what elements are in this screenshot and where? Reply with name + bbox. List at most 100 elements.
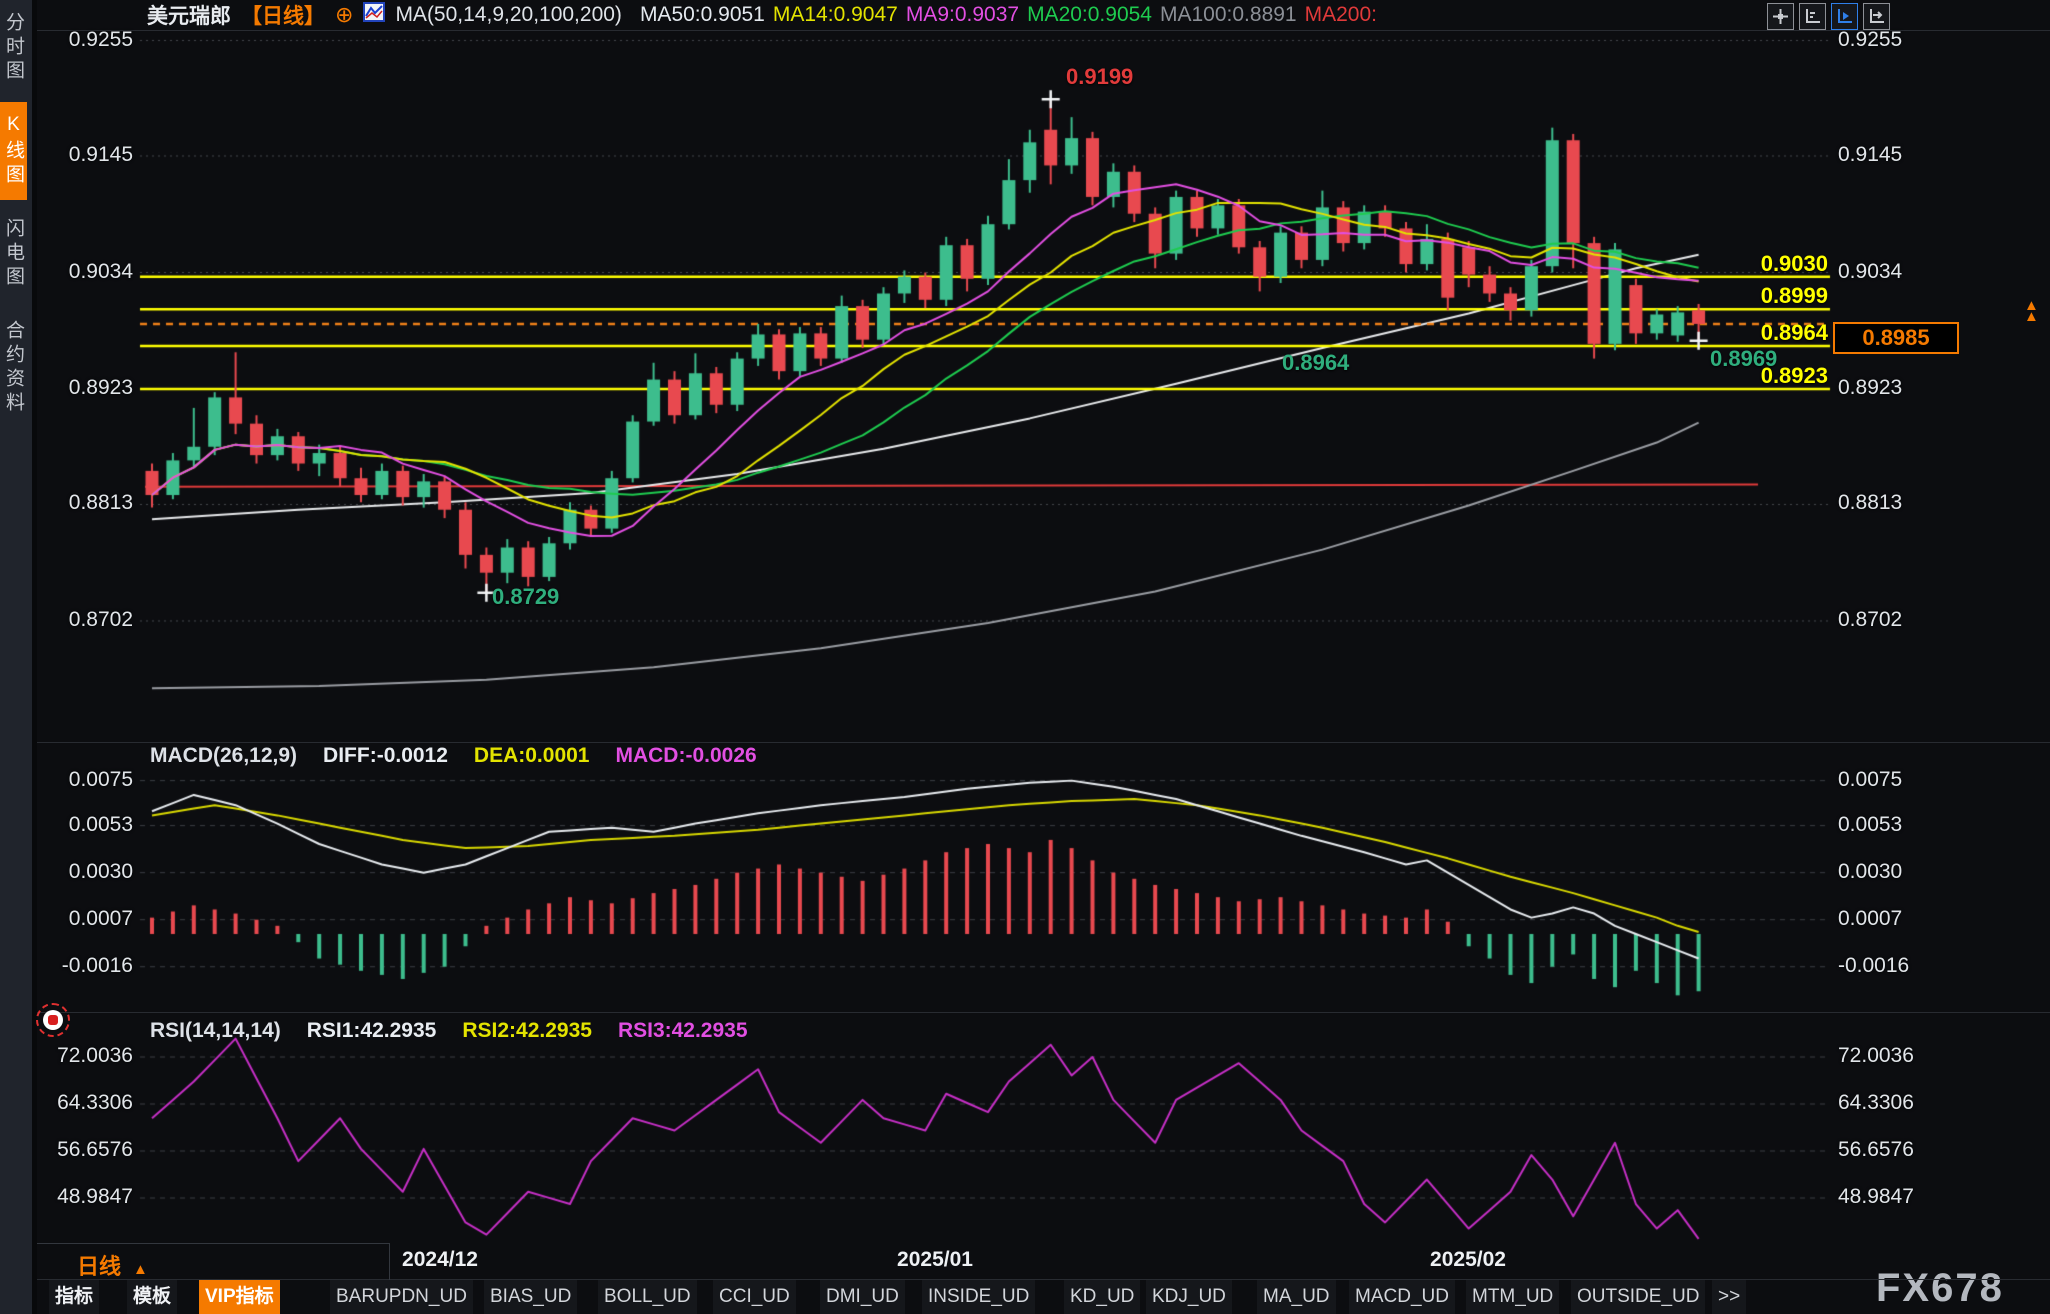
- y-axis-label-left: 0.0007: [68, 906, 133, 930]
- dropdown-arrow-icon: ▲: [133, 1261, 148, 1278]
- y-axis-label-right: 0.9255: [1838, 27, 1903, 51]
- bottom-tab-kd_ud[interactable]: KD_UD: [1064, 1280, 1141, 1314]
- pan-tool-icon[interactable]: [1767, 3, 1794, 30]
- ma-value-5: MA200:: [1304, 3, 1377, 26]
- y-axis-label-left: 0.8702: [68, 607, 133, 631]
- bottom-tab-bias_ud[interactable]: BIAS_UD: [484, 1280, 578, 1314]
- y-axis-label-left: 72.0036: [57, 1044, 133, 1067]
- price-level-label: 0.8923: [1760, 363, 1828, 388]
- rsi1-value: RSI1:42.2935: [306, 1019, 437, 1042]
- symbol-title: 美元瑞郎: [147, 5, 231, 28]
- y-axis-label-right: 0.9034: [1838, 259, 1903, 283]
- x-axis-date-label: 2024/12: [402, 1248, 478, 1271]
- y-axis-label-left: 0.9255: [68, 27, 133, 51]
- period-dropdown-button[interactable]: 日线 ▲: [77, 1254, 148, 1279]
- rsi2-value: RSI2:42.2935: [462, 1019, 592, 1042]
- sidebar-item-3[interactable]: 合约资料: [3, 320, 24, 416]
- sidebar: 分时图 K线图闪电图合约资料: [0, 0, 37, 1314]
- y-axis-label-right: 48.9847: [1838, 1184, 1914, 1208]
- x-axis-date-label: 2025/01: [897, 1248, 973, 1271]
- auto-scroll-icon[interactable]: [1831, 3, 1858, 30]
- rsi-label-row: RSI(14,14,14) RSI1:42.2935 RSI2:42.2935 …: [150, 1019, 748, 1043]
- bottom-tab-boll_ud[interactable]: BOLL_UD: [598, 1280, 697, 1314]
- y-axis-label-left: 0.8813: [68, 491, 133, 515]
- y-axis-label-left: 0.0030: [68, 859, 133, 883]
- y-axis-label-right: 0.9145: [1838, 142, 1903, 166]
- y-axis-label-right: 72.0036: [1838, 1044, 1914, 1067]
- macd-label-row: MACD(26,12,9) DIFF:-0.0012 DEA:0.0001 MA…: [150, 744, 757, 768]
- bottom-tab-mtm_ud[interactable]: MTM_UD: [1466, 1280, 1560, 1314]
- bottom-tab-outside_ud[interactable]: OUTSIDE_UD: [1571, 1280, 1706, 1314]
- ma-value-2: MA9:0.9037: [905, 3, 1020, 26]
- x-axis-date-label: 2025/02: [1430, 1248, 1506, 1271]
- macd-diff-value: DIFF:-0.0012: [323, 744, 448, 767]
- ma-value-3: MA20:0.9054: [1027, 3, 1152, 26]
- scroll-to-latest-icon[interactable]: ▲ ▲: [2024, 297, 2039, 325]
- y-axis-label-left: 0.9145: [68, 142, 133, 166]
- watermark: FX678: [1876, 1266, 2004, 1310]
- header-toolbar: [1767, 3, 1890, 30]
- macd-dea-value: DEA:0.0001: [473, 744, 590, 767]
- macd-title: MACD(26,12,9): [150, 744, 298, 767]
- y-axis-label-right: 56.6576: [1838, 1137, 1914, 1161]
- price-annotation-1: 0.8729: [492, 584, 560, 609]
- price-level-label: 0.9030: [1760, 250, 1828, 276]
- ma-indicator-icon[interactable]: [363, 0, 386, 30]
- y-axis-label-right: 0.8813: [1838, 491, 1903, 515]
- indicator-tab-bar: 指标 模板 VIP指标 BARUPDN_UD BIAS_UD BOLL_UD CCI_UD D…: [37, 1280, 2050, 1314]
- sidebar-item-2[interactable]: 闪电图: [3, 218, 24, 290]
- record-indicator-icon[interactable]: [36, 1003, 70, 1037]
- macd-value: MACD:-0.0026: [615, 744, 757, 767]
- y-axis-label-left: 0.0053: [68, 812, 133, 836]
- shift-right-icon[interactable]: [1863, 3, 1890, 30]
- ma-params-label: MA(50,14,9,20,100,200): [395, 3, 622, 26]
- add-indicator-icon[interactable]: ⊕: [335, 2, 354, 27]
- y-axis-label-left: 0.8923: [68, 376, 133, 399]
- bottom-tab-barupdn_ud[interactable]: BARUPDN_UD: [330, 1280, 473, 1314]
- bottom-tab-vip[interactable]: VIP指标: [199, 1280, 280, 1314]
- current-price-box: 0.8985: [1833, 322, 1959, 354]
- y-axis-label-right: 0.0075: [1838, 767, 1903, 791]
- y-axis-label-right: 0.0007: [1838, 906, 1903, 930]
- price-annotation-3: 0.8969: [1710, 346, 1778, 371]
- bottom-tab-kdj_ud[interactable]: KDJ_UD: [1146, 1280, 1232, 1314]
- period-tag: 【日线】: [241, 5, 325, 28]
- chart-header: 美元瑞郎 【日线】 ⊕ MA(50,14,9,20,100,200) MA50:…: [37, 0, 2050, 30]
- axis-scale-icon[interactable]: [1799, 3, 1826, 30]
- rsi3-value: RSI3:42.2935: [617, 1019, 748, 1042]
- bottom-tab-macd_ud[interactable]: MACD_UD: [1349, 1280, 1455, 1314]
- bottom-tab-[interactable]: >>: [1712, 1280, 1747, 1314]
- price-annotation-0: 0.9199: [1066, 64, 1134, 89]
- bottom-tab-[interactable]: 指标: [49, 1280, 100, 1314]
- y-axis-label-left: 0.9034: [68, 259, 133, 283]
- price-level-label: 0.8964: [1760, 319, 1828, 345]
- y-axis-label-right: -0.0016: [1838, 953, 1910, 977]
- bottom-tab-dmi_ud[interactable]: DMI_UD: [820, 1280, 905, 1314]
- price-level-label: 0.8999: [1760, 283, 1828, 309]
- bottom-tab-inside_ud[interactable]: INSIDE_UD: [922, 1280, 1036, 1314]
- y-axis-label-left: -0.0016: [61, 953, 133, 977]
- y-axis-label-right: 0.0053: [1838, 812, 1903, 836]
- y-axis-label-left: 56.6576: [57, 1137, 133, 1161]
- ma-value-0: MA50:0.9051: [639, 3, 765, 26]
- y-axis-label-right: 64.3306: [1838, 1090, 1914, 1114]
- y-axis-label-left: 64.3306: [57, 1090, 133, 1114]
- y-axis-label-right: 0.0030: [1838, 859, 1903, 883]
- ma-value-4: MA100:0.8891: [1160, 3, 1297, 26]
- y-axis-label-right: 0.8923: [1838, 376, 1903, 399]
- bottom-tab-[interactable]: 模板: [127, 1280, 178, 1314]
- price-annotation-2: 0.8964: [1282, 350, 1350, 375]
- sidebar-item-0[interactable]: 分时图: [3, 12, 24, 84]
- bottom-tab-ma_ud[interactable]: MA_UD: [1257, 1280, 1336, 1314]
- period-selector-cell: 日线 ▲: [37, 1243, 390, 1280]
- ma-values: MA50:0.9051 MA14:0.9047 MA9:0.9037 MA20:0.9…: [632, 3, 1377, 27]
- bottom-tab-cci_ud[interactable]: CCI_UD: [713, 1280, 796, 1314]
- ma-value-1: MA14:0.9047: [772, 3, 898, 26]
- rsi-title: RSI(14,14,14): [150, 1019, 281, 1042]
- sidebar-item-1[interactable]: K线图: [0, 102, 27, 200]
- y-axis-label-left: 48.9847: [57, 1184, 133, 1208]
- y-axis-label-right: 0.8702: [1838, 607, 1903, 631]
- y-axis-label-left: 0.0075: [68, 767, 133, 791]
